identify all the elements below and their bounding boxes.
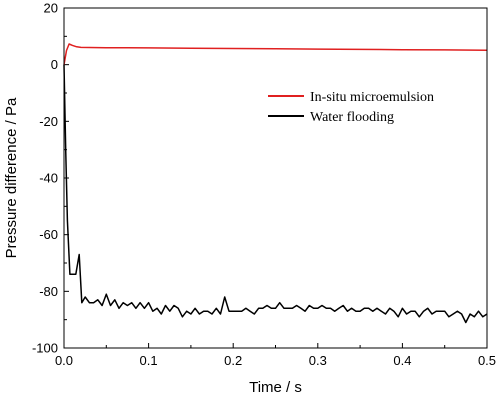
legend-label: In-situ microemulsion — [310, 90, 434, 105]
y-axis-title: Pressure difference / Pa — [3, 97, 20, 258]
y-tick-label: -20 — [39, 114, 58, 129]
legend: In-situ microemulsion Water flooding — [268, 90, 434, 125]
x-axis-title: Time / s — [249, 379, 302, 396]
x-tick-label: 0.4 — [393, 353, 411, 368]
x-tick-label: 0.3 — [309, 353, 327, 368]
y-tick-label: -100 — [32, 341, 58, 356]
legend-label: Water flooding — [310, 110, 394, 125]
series-layer — [63, 43, 488, 324]
y-tick-label: -80 — [39, 284, 58, 299]
series-line-water-flooding — [63, 64, 488, 324]
series-line-in-situ-microemulsion — [63, 43, 488, 65]
x-tick-label: 0.1 — [140, 353, 158, 368]
plot-frame — [63, 7, 488, 349]
x-tick-label: 0.5 — [478, 353, 496, 368]
ticks-layer: 0.0 0.1 0.2 0.3 0.4 0.5 20 0 -20 -40 -60 -80 -100 — [32, 1, 496, 369]
x-tick-label: 0.0 — [55, 353, 73, 368]
y-tick-label: 0 — [51, 57, 58, 72]
y-tick-label: -40 — [39, 171, 58, 186]
x-tick-label: 0.2 — [224, 353, 242, 368]
y-tick-label: 20 — [44, 1, 58, 16]
y-tick-label: -60 — [39, 227, 58, 242]
